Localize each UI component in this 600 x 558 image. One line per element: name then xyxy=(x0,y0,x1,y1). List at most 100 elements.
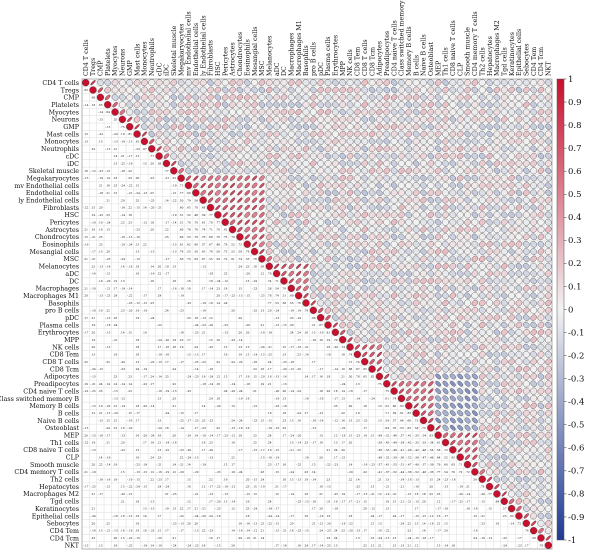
correlation-ellipse xyxy=(537,461,545,468)
correlation-ellipse xyxy=(486,248,493,255)
correlation-value-label: -.23 xyxy=(325,529,331,533)
correlation-ellipse xyxy=(303,263,309,269)
correlation-ellipse xyxy=(280,233,288,241)
correlation-ellipse xyxy=(530,174,537,182)
correlation-ellipse xyxy=(523,417,530,424)
correlation-value-label: .15 xyxy=(128,330,133,334)
correlation-ellipse xyxy=(398,255,405,263)
diagonal-cell xyxy=(339,336,347,344)
correlation-ellipse xyxy=(523,490,530,498)
correlation-value-label: .24 xyxy=(157,294,162,298)
correlation-ellipse xyxy=(434,204,442,211)
correlation-value-label: -.19 xyxy=(164,389,170,393)
correlation-ellipse xyxy=(361,160,368,167)
correlation-value-label: -.44 xyxy=(399,470,405,474)
correlation-value-label: -.18 xyxy=(318,397,324,401)
correlation-ellipse xyxy=(185,86,192,94)
row-label: Myocytes xyxy=(49,109,79,116)
correlation-ellipse xyxy=(281,263,287,269)
correlation-value-label: .19 xyxy=(113,463,118,467)
correlation-value-label: .13 xyxy=(157,397,162,401)
correlation-ellipse xyxy=(544,468,552,476)
correlation-value-label: .13 xyxy=(113,162,118,166)
correlation-ellipse xyxy=(310,86,317,94)
correlation-value-label: -.17 xyxy=(465,499,471,503)
correlation-ellipse xyxy=(544,233,552,241)
correlation-ellipse xyxy=(368,101,376,109)
correlation-ellipse xyxy=(434,160,442,167)
correlation-ellipse xyxy=(523,343,530,351)
correlation-value-label: .22 xyxy=(348,477,353,481)
correlation-value-label: -.15 xyxy=(105,316,111,320)
correlation-value-label: .21 xyxy=(318,492,323,496)
correlation-value-label: .16 xyxy=(135,272,140,276)
correlation-ellipse xyxy=(427,167,435,175)
correlation-ellipse xyxy=(207,101,214,109)
correlation-ellipse xyxy=(442,116,449,123)
correlation-ellipse xyxy=(464,160,471,167)
correlation-value-label: .21 xyxy=(377,543,382,547)
diagonal-cell xyxy=(140,137,149,146)
correlation-ellipse xyxy=(317,299,325,307)
column-label: Erythrocytes xyxy=(333,35,340,76)
correlation-value-label: -.14 xyxy=(120,404,126,408)
correlation-value-label: .64 xyxy=(385,426,390,430)
correlation-value-label: -.15 xyxy=(237,294,243,298)
correlation-ellipse xyxy=(383,321,391,329)
correlation-value-label: -.23 xyxy=(200,323,206,327)
correlation-ellipse xyxy=(427,263,435,270)
correlation-ellipse xyxy=(141,108,148,116)
correlation-ellipse xyxy=(339,321,346,329)
correlation-ellipse xyxy=(493,343,501,351)
correlation-ellipse xyxy=(449,108,457,116)
correlation-ellipse xyxy=(530,240,537,248)
correlation-ellipse xyxy=(141,79,148,86)
correlation-value-label: .17 xyxy=(157,345,162,349)
correlation-ellipse xyxy=(420,248,427,255)
correlation-value-label: .22 xyxy=(91,147,96,151)
correlation-value-label: .59 xyxy=(216,257,221,261)
correlation-ellipse xyxy=(486,211,493,219)
correlation-ellipse xyxy=(501,402,508,409)
correlation-value-label: -.54 xyxy=(428,448,434,452)
correlation-value-label: -.15 xyxy=(245,492,251,496)
correlation-ellipse xyxy=(229,130,236,138)
correlation-value-label: -.19 xyxy=(267,330,273,334)
correlation-ellipse xyxy=(361,189,368,196)
correlation-ellipse xyxy=(471,299,479,307)
correlation-ellipse xyxy=(442,292,449,299)
correlation-ellipse xyxy=(148,79,156,87)
correlation-ellipse xyxy=(178,167,184,174)
correlation-ellipse xyxy=(508,446,515,454)
correlation-value-label: .21 xyxy=(98,184,103,188)
correlation-value-label: .24 xyxy=(230,419,235,423)
correlation-value-label: -.19 xyxy=(105,455,111,459)
correlation-value-label: -.16 xyxy=(281,375,287,379)
column-label: DC xyxy=(281,66,288,76)
correlation-ellipse xyxy=(383,277,391,285)
correlation-ellipse xyxy=(545,101,552,109)
correlation-value-label: .21 xyxy=(311,323,316,327)
correlation-ellipse xyxy=(390,160,398,167)
correlation-ellipse xyxy=(434,336,442,343)
correlation-ellipse xyxy=(508,174,515,182)
correlation-ellipse xyxy=(420,329,427,336)
correlation-value-label: .13 xyxy=(83,140,88,144)
correlation-ellipse xyxy=(500,255,508,263)
correlation-ellipse xyxy=(523,270,530,277)
correlation-value-label: .15 xyxy=(348,433,353,437)
correlation-ellipse xyxy=(530,461,538,468)
correlation-value-label: -.23 xyxy=(178,448,184,452)
correlation-ellipse xyxy=(434,167,442,174)
correlation-ellipse xyxy=(464,263,471,270)
correlation-ellipse xyxy=(486,417,494,424)
correlation-ellipse xyxy=(222,182,228,189)
correlation-value-label: .13 xyxy=(274,470,279,474)
correlation-ellipse xyxy=(141,86,148,94)
correlation-value-label: -.23 xyxy=(134,463,140,467)
correlation-ellipse xyxy=(530,101,537,108)
column-label: MSC xyxy=(259,60,266,76)
correlation-ellipse xyxy=(170,123,177,130)
column-label: Pericytes xyxy=(222,47,229,76)
correlation-value-label: .65 xyxy=(186,206,191,210)
